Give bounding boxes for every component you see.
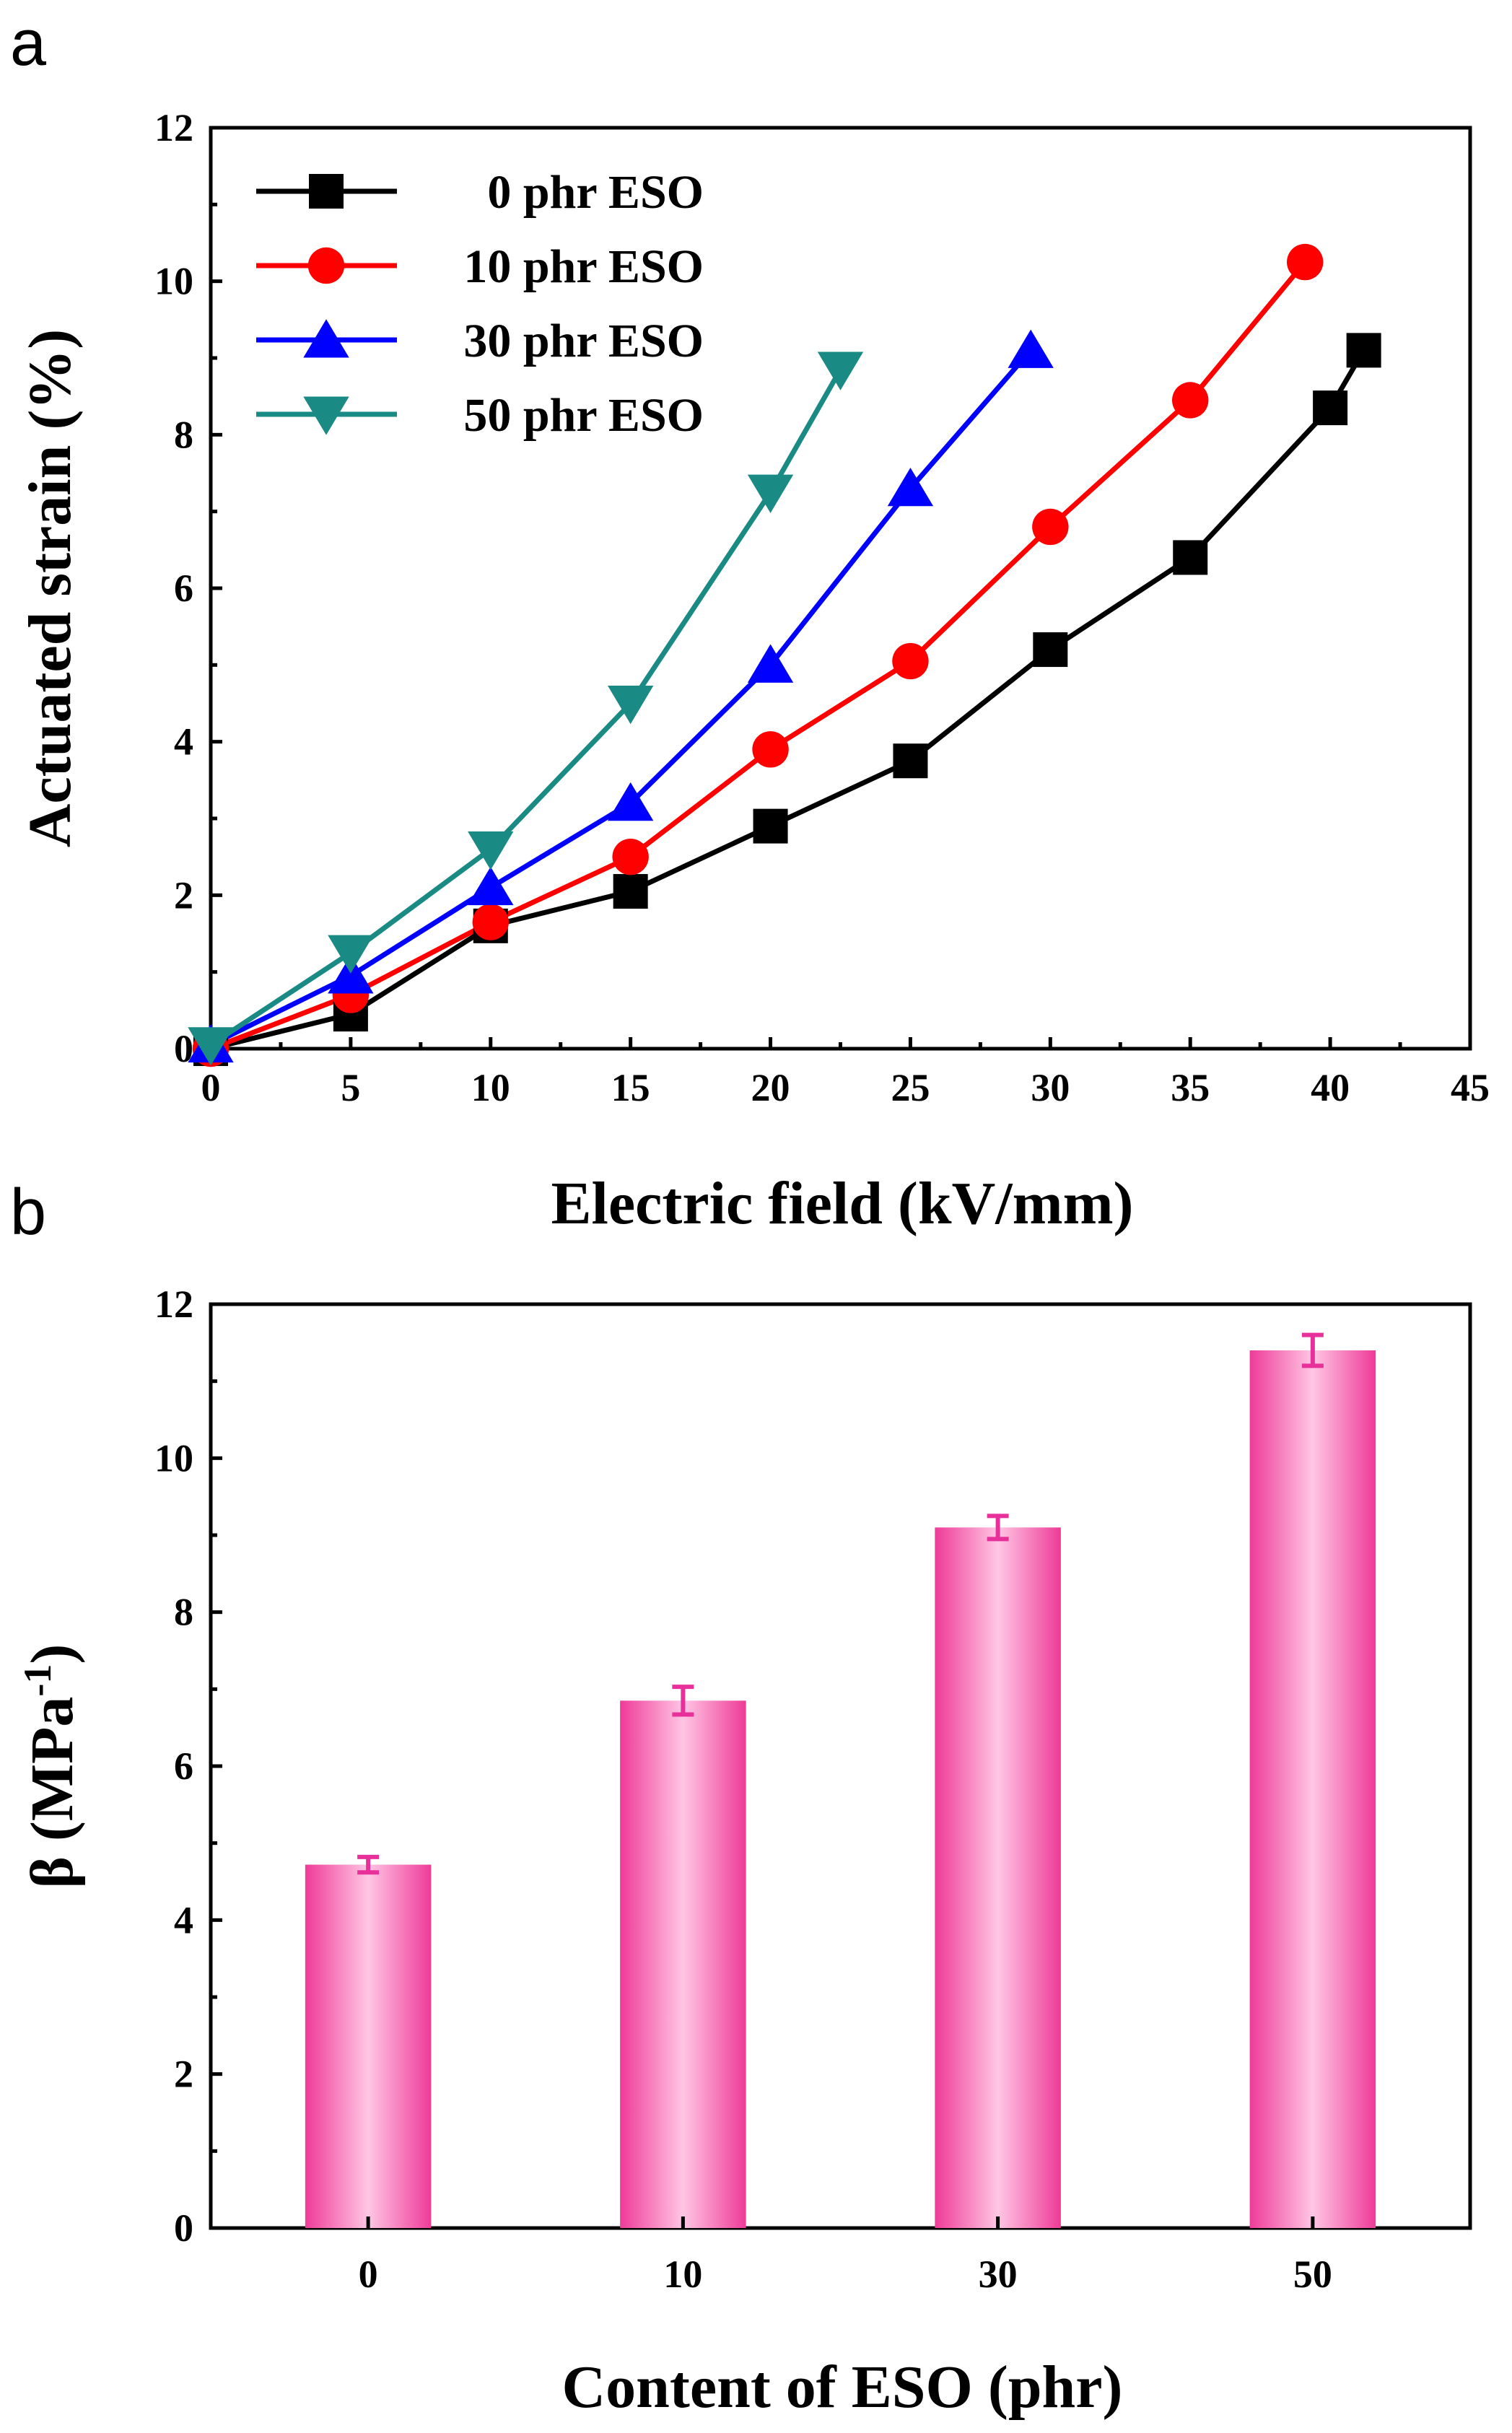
y-tick-label-b: 10 [154,1436,193,1480]
x-tick-label-a: 25 [891,1066,930,1109]
y-tick-label-b: 2 [174,2053,193,2096]
bar-30 [935,1527,1061,2228]
y-axis-title-b-main: β (MPa [19,1697,86,1889]
bar-0 [305,1864,432,2228]
series-line-0 [210,349,1366,1052]
bar-50 [1249,1350,1376,2228]
x-tick-label-a: 15 [611,1066,650,1109]
data-point [753,808,788,844]
x-tick-label-b: 10 [663,2253,702,2296]
bar-10 [620,1700,746,2228]
panel-label-b: b [10,1176,46,1249]
data-point [747,644,794,683]
data-point [188,1027,234,1066]
bars [305,1332,1376,2228]
x-axis-title-b: Content of ESO (phr) [561,2354,1122,2421]
data-point [1032,508,1069,546]
data-point [1172,382,1209,419]
data-point [1033,632,1068,668]
data-point [1173,540,1208,575]
legend-marker [303,319,349,358]
y-tick-label-a: 6 [174,567,193,610]
y-tick-label-b: 8 [174,1591,193,1634]
y-tick-label-a: 12 [154,106,193,149]
x-axis-title-a: Electric field (kV/mm) [551,1170,1133,1237]
legend-marker [309,174,344,209]
x-tick-label-a: 45 [1451,1066,1490,1109]
data-point [607,686,654,725]
y-tick-label-a: 2 [174,873,193,917]
x-tick-label-a: 0 [201,1066,221,1109]
y-axis-title-b-sup: -1 [16,1664,59,1697]
data-point [468,866,514,906]
data-point [612,838,649,875]
data-point [328,935,374,974]
x-tick-label-a: 10 [471,1066,510,1109]
data-point [1346,333,1381,368]
y-axis-title-b: β (MPa-1) [16,1644,86,1889]
y-tick-label-a: 10 [154,260,193,303]
x-tick-label-b: 50 [1293,2253,1332,2296]
axes-a: 0 5 10 15 20 25 30 35 40 45 0 2 4 6 8 10 12 [154,106,1490,1109]
beta-bar-chart: 0 10 30 50 0 2 4 6 8 10 12 Content of ESO (phr) β … [16,1283,1472,2421]
data-point [887,467,934,507]
x-tick-label-b: 30 [979,2253,1018,2296]
y-axis-title-a: Actuated strain (%) [17,329,84,848]
series-lines [209,260,1366,1052]
data-point [817,351,864,390]
legend-marker [303,396,349,435]
data-point [468,831,514,870]
series-line-3 [209,368,843,1047]
data-point [1313,390,1348,426]
y-axis-title-b-close: ) [19,1644,86,1664]
data-point [472,904,509,940]
x-tick-label-b: 0 [359,2253,378,2296]
series-line-1 [209,260,1307,1052]
axes-b: 0 10 30 50 0 2 4 6 8 10 12 [154,1283,1332,2296]
y-tick-label-b: 12 [154,1283,193,1326]
data-point [1008,329,1054,368]
legend-label: 30 phr ESO [463,315,704,367]
data-point [747,474,794,513]
data-point [1287,243,1324,281]
x-tick-label-a: 35 [1171,1066,1210,1109]
data-point [752,731,789,768]
y-tick-label-a: 4 [174,720,193,764]
panel-label-a: a [10,7,47,79]
plot-frame-a [209,126,1472,1051]
data-point [893,743,928,779]
series-markers [188,243,1381,1067]
x-tick-label-a: 40 [1311,1066,1350,1109]
y-tick-label-a: 8 [174,413,193,456]
x-tick-label-a: 30 [1031,1066,1070,1109]
data-point [607,782,654,821]
y-tick-label-b: 6 [174,1744,193,1788]
y-tick-label-b: 4 [174,1898,193,1941]
strain-vs-field-chart: 0 5 10 15 20 25 30 35 40 45 0 2 4 6 8 10 12 0 phr ESO 10 … [17,106,1490,1237]
y-tick-label-b: 0 [174,2206,193,2250]
legend-label: 50 phr ESO [463,389,704,442]
legend-marker [307,247,345,284]
data-point [613,874,648,909]
legend: 0 phr ESO 10 phr ESO 30 phr ESO 50 phr ESO [256,166,704,442]
data-point [892,642,929,680]
data-point [328,955,374,994]
y-tick-label-a: 0 [174,1027,193,1070]
x-tick-label-a: 5 [341,1066,360,1109]
legend-label: 10 phr ESO [463,240,704,293]
x-tick-label-a: 20 [751,1066,790,1109]
legend-label: 0 phr ESO [487,166,704,219]
